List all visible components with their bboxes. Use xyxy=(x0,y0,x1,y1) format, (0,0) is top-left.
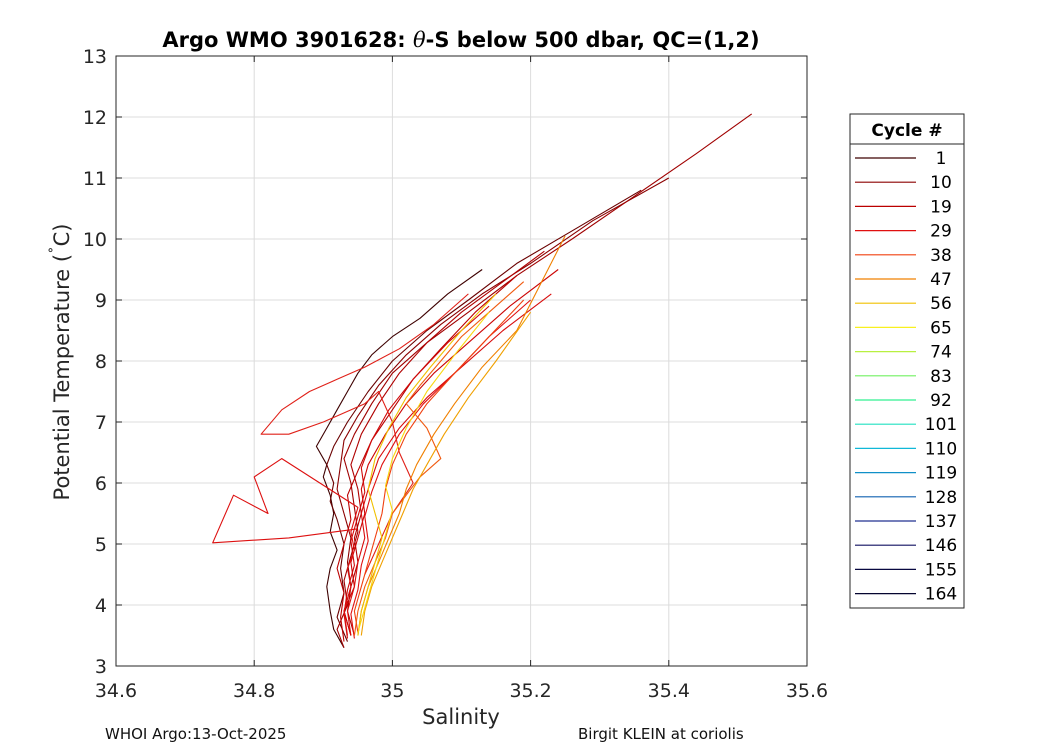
legend-label: 146 xyxy=(925,536,957,556)
legend-entries: 1101929384756657483921011101191281371461… xyxy=(855,149,957,605)
legend-label: 29 xyxy=(930,222,952,242)
x-axis-label: Salinity xyxy=(422,705,500,729)
legend-label: 164 xyxy=(925,585,957,605)
legend-label: 101 xyxy=(925,415,957,435)
y-tick-label: 3 xyxy=(95,656,107,678)
chart-title-suffix: -S below 500 dbar, QC=(1,2) xyxy=(426,28,760,52)
chart-title-prefix: Argo WMO 3901628: xyxy=(162,28,413,52)
legend-label: 1 xyxy=(936,149,947,169)
y-axis-label-suffix: C) xyxy=(50,224,74,247)
series-group xyxy=(212,113,753,648)
legend-label: 83 xyxy=(930,367,952,387)
legend-label: 128 xyxy=(925,488,957,508)
series-line-38 xyxy=(353,299,525,633)
series-line-anom-b xyxy=(260,293,469,575)
legend-box xyxy=(849,113,965,609)
legend: Cycle # 11019293847566574839210111011912… xyxy=(849,113,965,609)
y-axis-label: Potential Temperature (˚C) xyxy=(48,224,74,501)
legend-label: 119 xyxy=(925,464,957,484)
footer-credit: Birgit KLEIN at coriolis xyxy=(578,725,744,743)
legend-label: 10 xyxy=(930,173,952,193)
series-line-19 xyxy=(343,269,559,636)
series-line-60 xyxy=(357,311,490,633)
legend-label: 155 xyxy=(925,560,957,580)
series-line-51 xyxy=(360,311,532,636)
y-tick-label: 9 xyxy=(95,290,107,312)
legend-label: 38 xyxy=(930,246,952,266)
series-line-22 xyxy=(343,305,490,639)
chart-title-theta: θ xyxy=(413,28,426,52)
x-tick-label: 34.8 xyxy=(233,680,275,702)
x-tick-label: 34.6 xyxy=(95,680,137,702)
y-tick-label: 4 xyxy=(95,595,107,617)
legend-title: Cycle # xyxy=(871,121,942,141)
legend-label: 74 xyxy=(930,343,952,363)
legend-label: 65 xyxy=(930,318,952,338)
axis-ticks: 34.6 34.8 35 35.2 35.4 35.6 3 4 5 6 7 8 9 10 11 12 13 xyxy=(83,46,828,702)
series-line-4 xyxy=(326,189,642,642)
y-tick-label: 5 xyxy=(95,534,107,556)
footer-source: WHOI Argo:13-Oct-2025 xyxy=(105,725,287,743)
y-tick-label: 10 xyxy=(83,229,107,251)
legend-label: 137 xyxy=(925,512,957,532)
series-line-10 xyxy=(336,113,753,648)
x-tick-label: 35.4 xyxy=(648,680,690,702)
y-tick-label: 6 xyxy=(95,473,107,495)
y-tick-label: 12 xyxy=(83,107,107,129)
y-axis-label-prefix: Potential Temperature ( xyxy=(50,254,74,501)
y-tick-label: 8 xyxy=(95,351,107,373)
x-tick-label: 35.2 xyxy=(509,680,551,702)
y-tick-label: 13 xyxy=(83,46,107,68)
series-line-16 xyxy=(336,275,518,642)
chart-title: Argo WMO 3901628: θ-S below 500 dbar, QC… xyxy=(162,28,759,52)
y-tick-label: 11 xyxy=(83,168,107,190)
x-tick-label: 35 xyxy=(380,680,404,702)
legend-label: 47 xyxy=(930,270,952,290)
legend-label: 110 xyxy=(925,439,957,459)
y-tick-label: 7 xyxy=(95,412,107,434)
series-line-anom-a xyxy=(212,458,359,636)
series-line-42 xyxy=(353,281,525,636)
y-axis-label-degree: ˚ xyxy=(48,246,66,254)
legend-label: 92 xyxy=(930,391,952,411)
legend-label: 56 xyxy=(930,294,952,314)
x-tick-label: 35.6 xyxy=(786,680,828,702)
legend-label: 19 xyxy=(930,197,952,217)
series-line-56 xyxy=(357,293,497,636)
series-line-7 xyxy=(336,177,670,636)
